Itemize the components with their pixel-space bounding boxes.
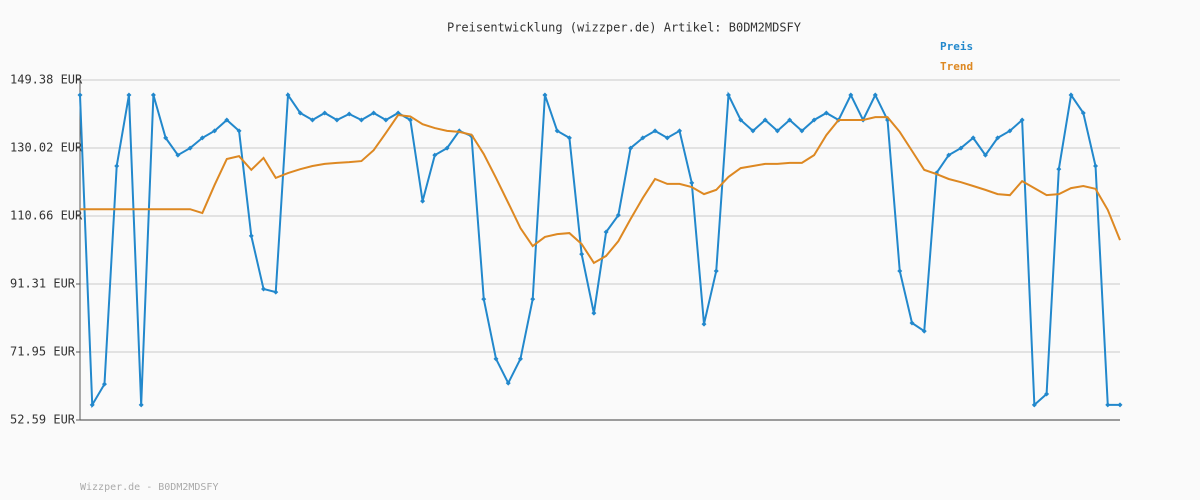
y-tick-label: 71.95 EUR: [10, 344, 76, 358]
data-point: [603, 229, 609, 235]
data-point: [579, 251, 585, 257]
data-point: [1093, 163, 1099, 169]
data-point: [212, 128, 218, 134]
footer: Wizzper.de - B0DM2MDSFY: [80, 482, 218, 493]
data-point: [420, 198, 426, 204]
data-point: [652, 128, 658, 134]
data-point: [138, 402, 144, 408]
data-point: [823, 110, 829, 116]
data-point: [958, 145, 964, 151]
data-point: [909, 320, 915, 326]
data-point: [799, 128, 805, 134]
y-tick-label: 149.38 EUR: [10, 73, 83, 87]
data-point: [383, 117, 389, 123]
data-point: [371, 110, 377, 116]
y-tick-label: 110.66 EUR: [10, 209, 83, 223]
y-tick-label: 91.31 EUR: [10, 276, 76, 290]
data-point: [1044, 391, 1050, 397]
data-point: [1117, 402, 1123, 408]
data-point: [517, 356, 523, 362]
data-point: [493, 356, 499, 362]
data-point: [187, 145, 193, 151]
data-point: [334, 117, 340, 123]
data-point: [1080, 110, 1086, 116]
data-point: [530, 296, 536, 302]
data-point: [591, 310, 597, 316]
data-point: [407, 117, 413, 123]
data-point: [322, 110, 328, 116]
data-point: [1105, 402, 1111, 408]
data-point: [921, 328, 927, 334]
data-point: [346, 111, 352, 117]
data-point: [713, 268, 719, 274]
data-point: [738, 117, 744, 123]
data-point: [150, 92, 156, 98]
y-tick-label: 52.59 EUR: [10, 413, 76, 427]
data-point: [811, 117, 817, 123]
y-tick-label: 130.02 EUR: [10, 141, 83, 155]
data-point: [77, 92, 83, 98]
data-point: [285, 92, 291, 98]
series-line: [79, 91, 1120, 409]
data-point: [774, 128, 780, 134]
data-point: [787, 117, 793, 123]
data-point: [677, 128, 683, 134]
data-point: [163, 135, 169, 141]
data-point: [1007, 128, 1013, 134]
legend-label: Trend: [940, 60, 973, 73]
data-point: [101, 381, 107, 387]
legend-label: Preis: [940, 40, 973, 53]
data-point: [224, 117, 230, 123]
data-point: [1068, 92, 1074, 98]
data-point: [628, 145, 634, 151]
data-point: [762, 117, 768, 123]
data-point: [554, 128, 560, 134]
data-point: [199, 135, 205, 141]
data-point: [432, 152, 438, 158]
data-point: [970, 135, 976, 141]
data-point: [750, 128, 756, 134]
data-point: [689, 180, 695, 186]
data-point: [542, 92, 548, 98]
data-point: [725, 92, 731, 98]
data-point: [615, 212, 621, 218]
data-point: [848, 92, 854, 98]
data-point: [297, 110, 303, 116]
data-point: [248, 233, 254, 239]
data-point: [566, 135, 572, 141]
data-point: [114, 163, 120, 169]
data-point: [640, 135, 646, 141]
data-point: [273, 289, 279, 295]
data-point: [261, 286, 267, 292]
data-point: [701, 321, 707, 327]
data-point: [664, 135, 670, 141]
data-point: [358, 117, 364, 123]
data-point: [1019, 117, 1025, 123]
data-point: [481, 296, 487, 302]
data-point: [946, 152, 952, 158]
data-point: [175, 152, 181, 158]
data-point: [236, 128, 242, 134]
data-point: [1056, 166, 1062, 172]
series-line: [80, 113, 1121, 265]
data-point: [309, 117, 315, 123]
data-point: [1031, 402, 1037, 408]
data-point: [897, 268, 903, 274]
data-point: [995, 135, 1001, 141]
data-point: [872, 92, 878, 98]
chart-title: Preisentwicklung (wizzper.de) Artikel: B…: [447, 21, 802, 35]
data-point: [126, 92, 132, 98]
data-point: [505, 380, 511, 386]
data-point: [982, 152, 988, 158]
data-point: [444, 145, 450, 151]
data-point: [89, 402, 95, 408]
